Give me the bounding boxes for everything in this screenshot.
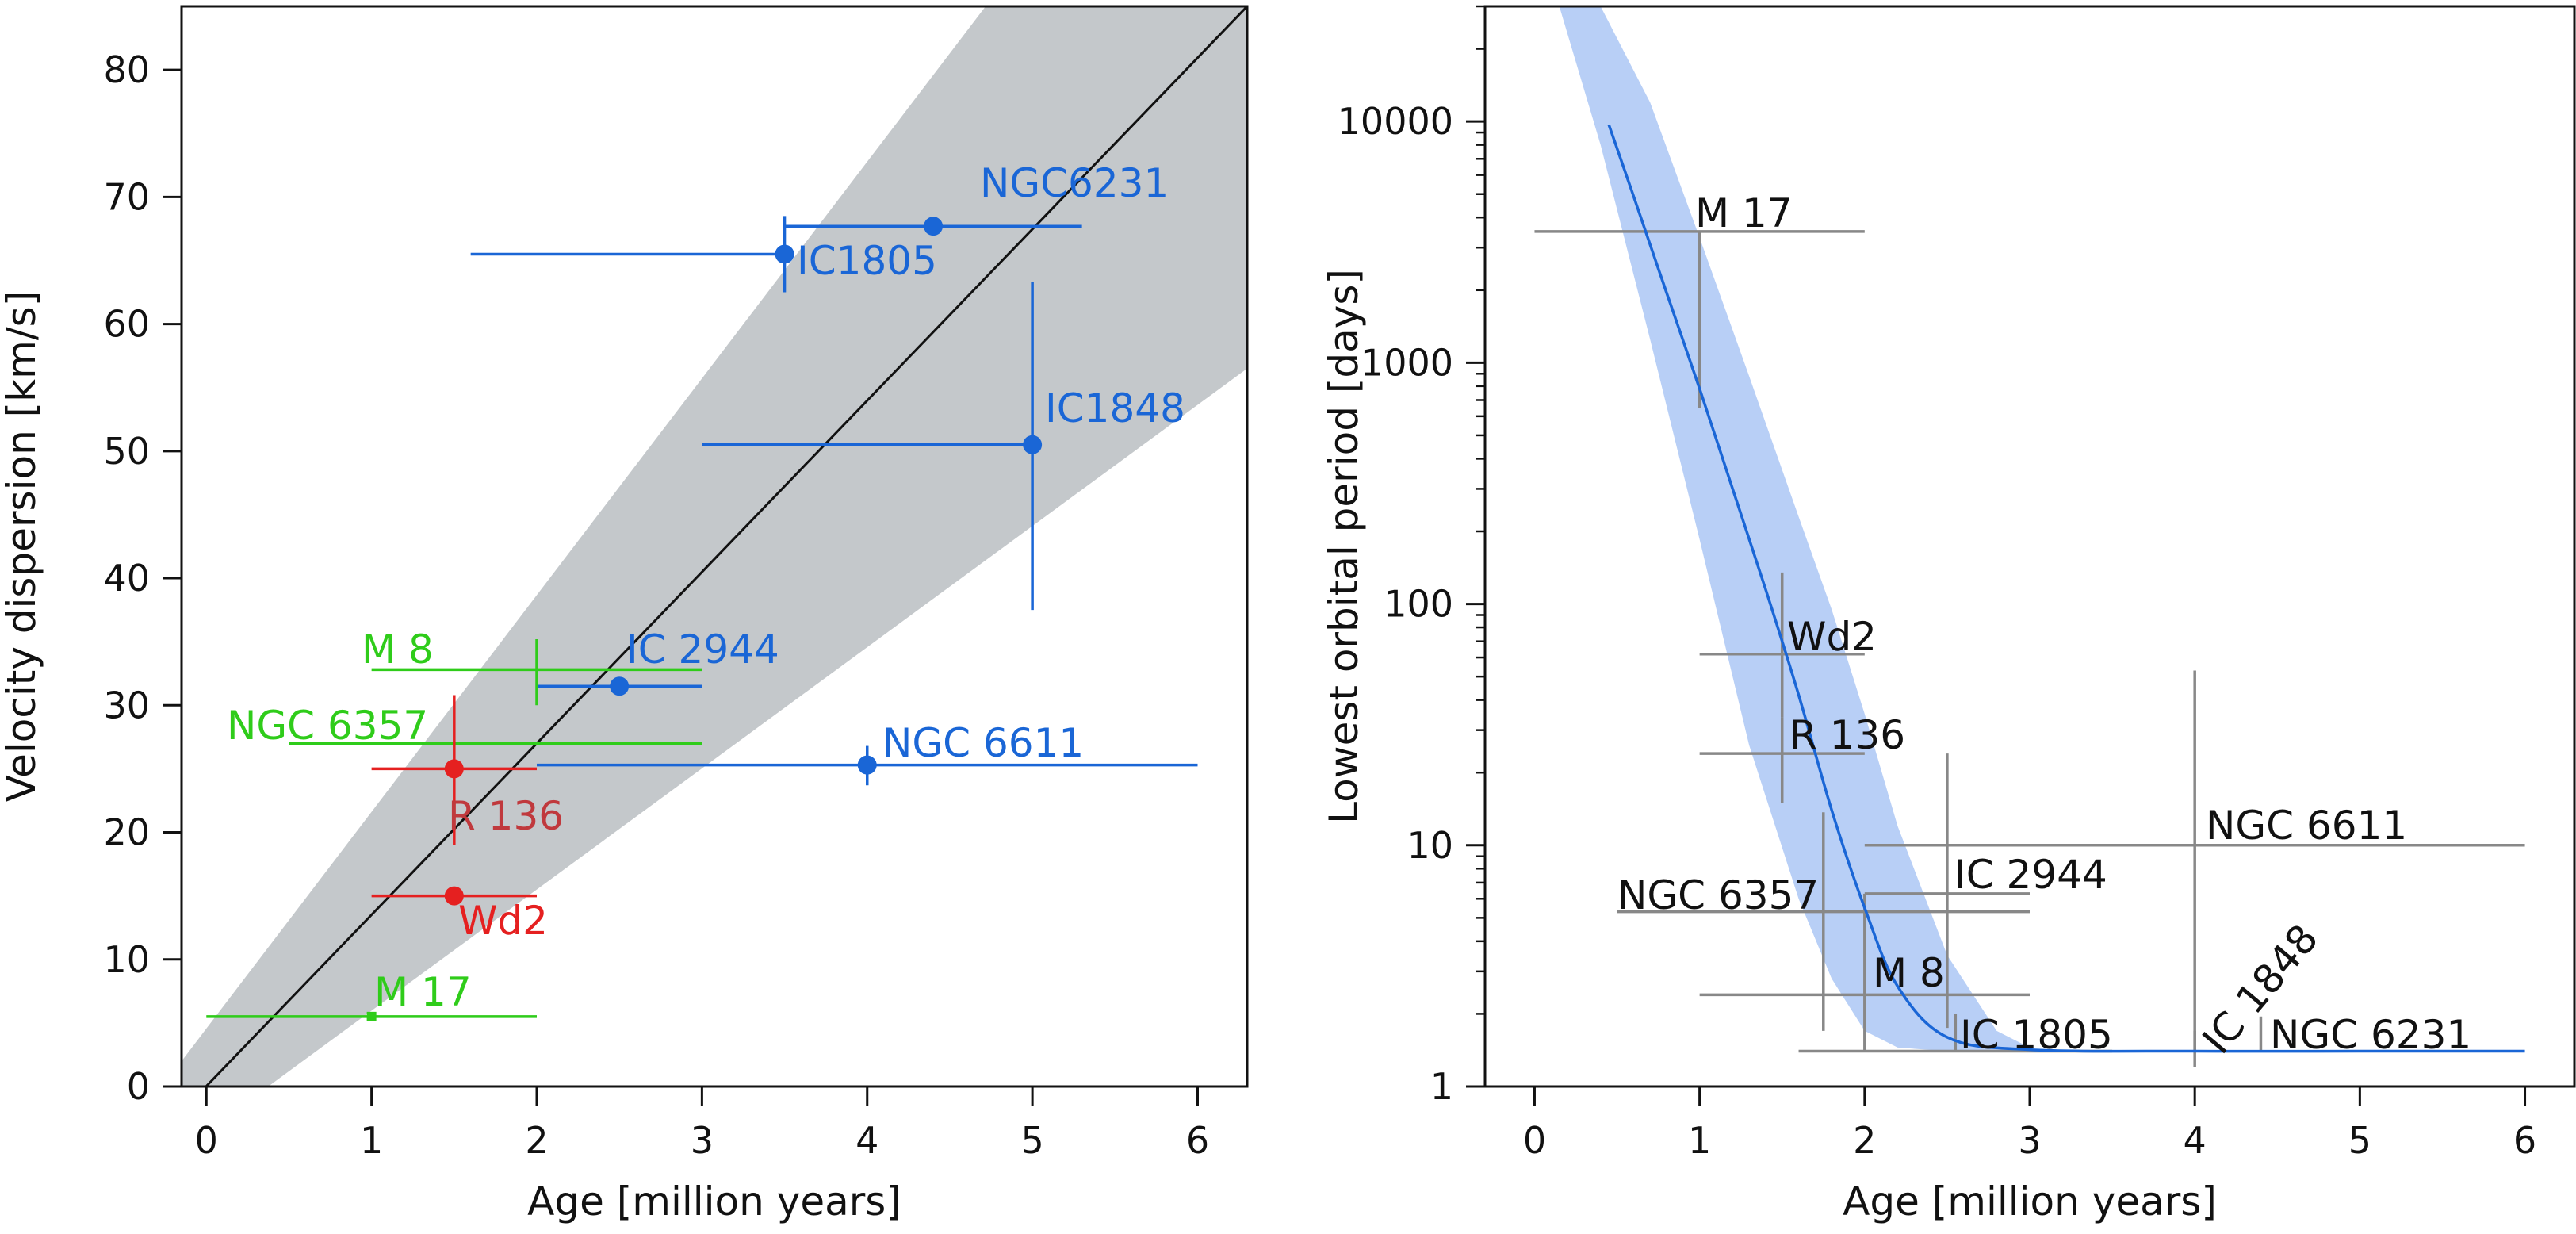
left-marker — [1023, 435, 1043, 454]
left-y-tick-label: 0 — [127, 1065, 150, 1108]
left-y-tick-label: 40 — [103, 557, 150, 600]
right-x-tick-label: 6 — [2513, 1119, 2536, 1162]
left-uncertainty-band — [182, 6, 1247, 1086]
right-x-axis-title: Age [million years] — [1843, 1178, 2217, 1224]
right-point-0 — [1534, 230, 1865, 408]
left-point-label: NGC6231 — [980, 160, 1169, 206]
right-point-label: IC 1805 — [1960, 1012, 2113, 1058]
left-marker — [924, 217, 944, 236]
left-point-label: R 136 — [448, 793, 564, 839]
left-point-label: IC1805 — [797, 238, 937, 284]
left-y-tick-label: 30 — [103, 684, 150, 726]
right-point-label: Wd2 — [1787, 614, 1877, 660]
left-x-tick-label: 3 — [691, 1119, 714, 1162]
left-point-label: NGC 6357 — [227, 703, 428, 749]
left-y-tick-label: 50 — [103, 430, 150, 473]
left-point-9 — [206, 1011, 537, 1021]
left-plot-area — [182, 6, 1247, 1086]
right-plot-area — [1534, 6, 2525, 1067]
right-y-tick-label: 10000 — [1338, 100, 1453, 143]
left-point-label: M 8 — [362, 627, 434, 673]
right-y-tick-label: 100 — [1384, 583, 1453, 626]
right-x-tick-label: 5 — [2348, 1119, 2371, 1162]
left-marker — [366, 1011, 377, 1021]
left-point-3 — [537, 676, 702, 696]
left-x-tick-label: 1 — [360, 1119, 383, 1162]
left-marker — [444, 759, 464, 779]
right-point-label: NGC 6231 — [2270, 1012, 2471, 1058]
left-x-axis-title: Age [million years] — [527, 1178, 901, 1224]
left-point-label: Wd2 — [458, 898, 548, 944]
right-uncertainty-band — [1559, 6, 2030, 1052]
left-point-8 — [371, 886, 537, 906]
right-chart-panel: M 17 Wd2 R 136 NGC 6611 IC 2944 NGC 6357 M 8 IC… — [1321, 5, 2576, 1224]
left-x-tick-label: 6 — [1186, 1119, 1209, 1162]
right-point-4 — [1864, 753, 2030, 1029]
right-y-tick-label: 1 — [1430, 1065, 1453, 1108]
right-x-tick-label: 3 — [2018, 1119, 2041, 1162]
left-y-tick-label: 10 — [103, 938, 150, 981]
right-point-label: NGC 6357 — [1617, 872, 1819, 918]
left-x-tick-label: 0 — [195, 1119, 218, 1162]
left-point-0 — [784, 217, 1082, 236]
left-fit-line — [204, 6, 1247, 1086]
left-point-label: IC 2944 — [626, 627, 779, 673]
right-point-2 — [1699, 717, 1865, 803]
left-chart-panel: NGC6231 IC1805 IC1848 IC 2944 NGC 6611 M 8 NGC… — [0, 5, 1249, 1224]
right-x-tick-label: 1 — [1688, 1119, 1711, 1162]
left-point-2 — [702, 282, 1043, 611]
right-point-3 — [1864, 670, 2525, 1052]
left-y-tick-label: 70 — [103, 175, 150, 218]
left-y-tick-label: 20 — [103, 811, 150, 854]
right-y-tick-label: 1000 — [1361, 341, 1453, 384]
left-marker — [610, 676, 630, 696]
left-point-5 — [371, 638, 702, 706]
right-x-tick-label: 2 — [1853, 1119, 1876, 1162]
left-point-1 — [470, 216, 794, 293]
left-point-label: IC1848 — [1045, 385, 1185, 431]
right-point-label: M 17 — [1695, 190, 1793, 236]
right-x-tick-label: 4 — [2184, 1119, 2207, 1162]
left-point-7 — [371, 695, 537, 845]
left-x-tick-label: 2 — [525, 1119, 548, 1162]
right-point-label: NGC 6611 — [2206, 803, 2407, 849]
left-point-label: M 17 — [374, 969, 472, 1015]
right-y-axis-title: Lowest orbital period [days] — [1321, 269, 1367, 824]
left-plot-frame — [180, 5, 1249, 1088]
right-y-tick-label: 10 — [1407, 824, 1453, 867]
left-point-label: NGC 6611 — [882, 720, 1084, 766]
left-marker — [444, 886, 464, 906]
left-x-tick-label: 5 — [1020, 1119, 1043, 1162]
left-y-axis-title: Velocity dispersion [km/s] — [0, 291, 44, 802]
right-point-label: M 8 — [1873, 950, 1945, 996]
right-point-label: IC 2944 — [1954, 852, 2107, 898]
left-marker — [775, 244, 794, 264]
left-point-4 — [537, 745, 1198, 786]
right-model-curve — [1607, 124, 2525, 1053]
right-point-6 — [1699, 893, 2030, 1052]
left-x-tick-label: 4 — [855, 1119, 878, 1162]
left-y-tick-label: 80 — [103, 48, 150, 91]
right-point-label: R 136 — [1789, 712, 1905, 758]
left-y-tick-label: 60 — [103, 303, 150, 346]
left-marker — [857, 755, 877, 775]
right-x-tick-label: 0 — [1523, 1119, 1546, 1162]
